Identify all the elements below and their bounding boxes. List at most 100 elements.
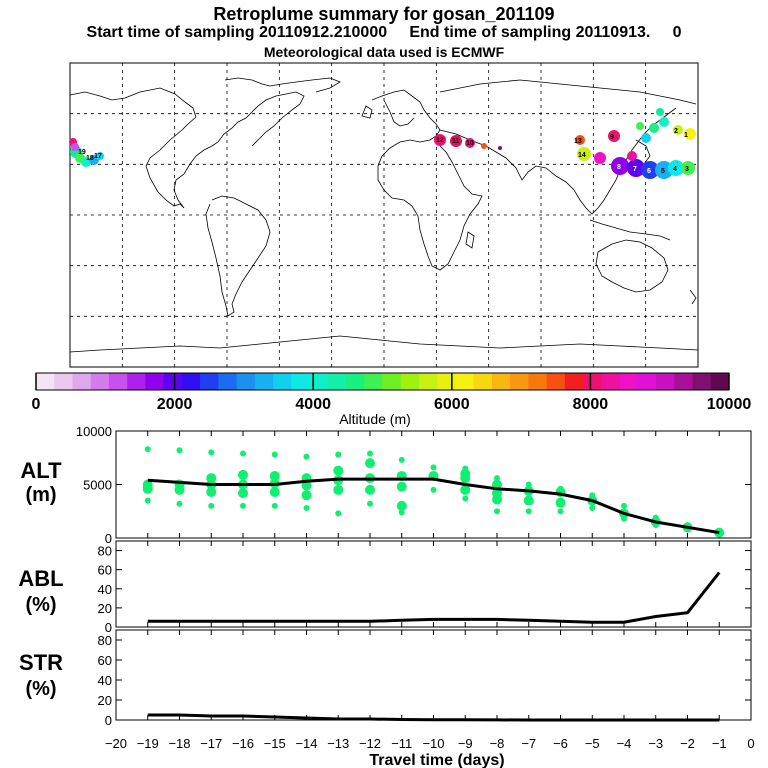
str-panel-frame [115,629,752,721]
cluster-label: 12 [436,137,444,144]
alt-point [525,481,532,488]
str-panel-label: STR [19,650,63,675]
colorbar-tick-label: 0 [32,396,41,413]
colorbar-swatch [163,373,183,390]
colorbar-swatch [36,373,55,390]
cluster-marker [668,160,684,176]
cluster-label: 5 [661,168,665,175]
alt-point [398,456,405,463]
y-tick-label: 10000 [76,424,112,439]
colorbar-swatch [145,373,165,390]
coastlines [69,77,699,353]
colorbar-label: Altitude (m) [339,411,411,427]
colorbar-swatch [564,373,584,390]
abl-panel-unit: (%) [25,594,56,616]
colorbar-swatch [583,373,602,390]
cluster-marker [498,146,502,150]
colorbar-swatch [181,373,201,390]
time-series-panels: ALT (m) ABL (%) STR (%) 0 5000 10000 0 20 40… [18,424,754,768]
colorbar-swatch [327,373,347,390]
colorbar-swatch [254,373,274,390]
x-tick-label: −9 [458,736,473,751]
abl-panel-frame [115,540,752,628]
colorbar-tick-label: 6000 [434,396,470,413]
cluster-marker [649,123,659,133]
y-tick-label: 60 [98,653,112,668]
colorbar-swatch [382,373,402,390]
x-tick-label: −5 [585,736,600,751]
alt-point [142,483,153,494]
colorbar-tick-label: 4000 [295,396,331,413]
y-tick-label: 20 [98,693,112,708]
cluster-marker [684,128,696,140]
cluster-marker [656,108,664,116]
alt-point [271,451,278,458]
abl-panel-label: ABL [18,566,63,591]
colorbar-swatch [309,373,329,390]
cluster-marker [627,159,645,177]
x-tick-label: −13 [327,736,349,751]
x-tick-label: −3 [648,736,663,751]
colorbar-swatch [674,373,694,390]
alt-point [365,484,375,495]
x-tick-label: −6 [553,736,568,751]
x-tick-label: −14 [295,736,317,751]
cluster-label: 10 [466,140,474,147]
alt-point [269,470,280,481]
altitude-colorbar: 0 2000 4000 6000 8000 10000 [32,372,752,413]
x-tick-label: −12 [359,736,381,751]
colorbar-swatch [692,373,712,390]
alt-point [144,446,151,453]
y-tick-label: 0 [105,620,112,635]
alt-point [333,484,344,495]
alt-mean-line [147,477,720,535]
cluster-marker [673,125,683,135]
cluster-marker [641,161,659,179]
alt-point [333,465,344,476]
colorbar-swatch [546,373,566,390]
cluster-marker [641,133,651,143]
meteo-data-subtitle: Meteorological data used is ECMWF [263,44,505,60]
colorbar-swatch [54,373,73,390]
x-tick-label: −7 [521,736,536,751]
colorbar-swatch [400,373,420,390]
alt-point [523,495,534,506]
cluster-marker [434,134,446,146]
colorbar-swatch [273,373,292,390]
alt-point [365,458,375,469]
cluster-marker [481,143,487,149]
str-panel-unit: (%) [25,678,56,700]
alt-point [525,508,532,515]
y-tick-label: 40 [98,673,112,688]
cluster-label: 13 [574,138,582,145]
cluster-marker [575,135,585,145]
y-tick-label: 5000 [83,478,112,493]
colorbar-swatch [291,373,311,390]
alt-point [238,469,248,480]
colorbar-tick-label: 10000 [707,396,752,413]
colorbar-swatch [656,373,675,390]
colorbar-tick-label: 8000 [573,396,609,413]
cluster-marker [577,147,591,161]
alt-point [460,484,471,495]
x-tick-label: −11 [391,736,412,751]
str-line [147,713,720,722]
x-axis: −20 −19 −18 −17 −16 −15 −14 −13 −12 −11 −10 −9 −8 −7−… [105,736,755,751]
alt-point [367,500,373,507]
alt-point [335,510,342,517]
cluster-marker [96,152,104,160]
cluster-marker [71,143,79,151]
alt-point [555,497,566,508]
colorbar-swatch [491,373,511,390]
y-tick-label: 40 [98,582,112,597]
colorbar-swatch [127,373,146,390]
alt-point [557,508,564,515]
colorbar-swatch [364,373,383,390]
colorbar-swatch [619,373,639,390]
chart-title: Retroplume summary for gosan_201109 [213,4,555,24]
alt-point [206,486,217,497]
x-tick-label: −17 [200,736,222,751]
alt-point [396,500,407,511]
cluster-label: 4 [673,166,677,173]
alt-point [176,447,183,454]
